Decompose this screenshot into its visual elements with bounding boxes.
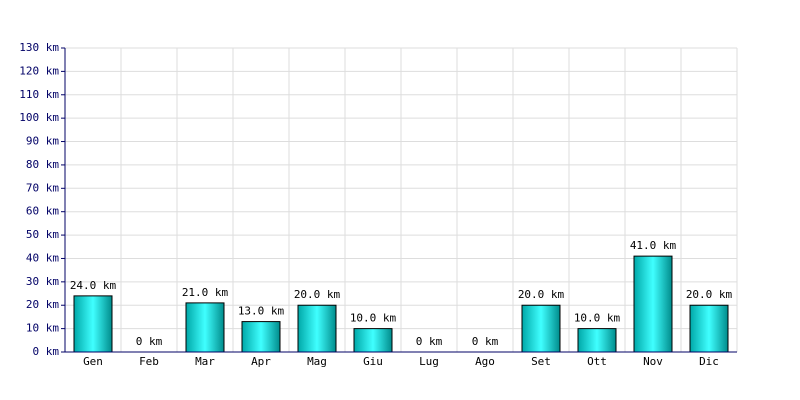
x-tick-label: Ago [475,355,495,368]
x-tick-label: Gen [83,355,103,368]
y-tick-label: 100 km [19,111,59,124]
y-tick-label: 10 km [26,322,59,335]
y-tick-label: 90 km [26,135,59,148]
x-tick-label: Mag [307,355,327,368]
bar [577,328,617,353]
y-tick-label: 80 km [26,158,59,171]
y-tick-label: 20 km [26,298,59,311]
x-tick-label: Set [531,355,551,368]
y-tick-label: 50 km [26,228,59,241]
value-label: 0 km [472,335,499,348]
value-label: 21.0 km [182,286,229,299]
x-tick-label: Ott [587,355,607,368]
x-tick-label: Nov [643,355,663,368]
y-tick-label: 40 km [26,251,59,264]
value-label: 0 km [136,335,163,348]
value-label: 10.0 km [574,312,621,325]
value-label: 10.0 km [350,312,397,325]
value-label: 20.0 km [686,288,733,301]
bar [73,295,113,353]
bar [353,328,393,353]
y-tick-label: 60 km [26,205,59,218]
y-tick-label: 120 km [19,64,59,77]
bar [521,304,561,353]
y-tick-label: 70 km [26,181,59,194]
x-tick-label: Giu [363,355,383,368]
x-tick-label: Apr [251,355,271,368]
value-label: 24.0 km [70,279,117,292]
bar [689,304,729,353]
value-label: 41.0 km [630,239,677,252]
y-tick-label: 0 km [33,345,60,358]
bar [185,302,225,353]
x-tick-label: Dic [699,355,719,368]
x-tick-label: Lug [419,355,439,368]
bar [297,304,337,353]
value-label: 13.0 km [238,305,285,318]
y-tick-label: 110 km [19,88,59,101]
bar [241,321,281,353]
y-tick-label: 30 km [26,275,59,288]
bar [633,255,673,353]
value-label: 20.0 km [518,288,565,301]
value-label: 0 km [416,335,443,348]
x-tick-label: Feb [139,355,159,368]
x-tick-label: Mar [195,355,215,368]
value-label: 20.0 km [294,288,341,301]
y-tick-label: 130 km [19,41,59,54]
